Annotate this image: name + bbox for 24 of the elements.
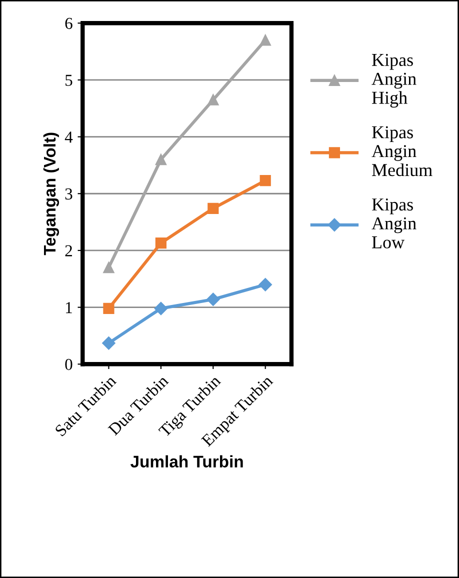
point xyxy=(103,302,114,314)
point xyxy=(208,94,219,106)
point xyxy=(155,154,166,166)
point xyxy=(102,336,116,350)
y-tick-label: 4 xyxy=(64,132,73,143)
point xyxy=(258,278,272,292)
y-tick-label: 5 xyxy=(66,74,72,86)
y-tick-label: 2 xyxy=(65,245,72,256)
legend-label: Kipas Angin Medium xyxy=(372,126,432,176)
y-tick-label: 3 xyxy=(65,188,72,200)
point xyxy=(260,175,271,186)
point xyxy=(155,238,166,249)
y-tick-label: 1 xyxy=(66,302,72,314)
point xyxy=(154,302,168,316)
point xyxy=(103,262,114,274)
y-tick-label: 0 xyxy=(65,358,72,370)
y-tick-label: 6 xyxy=(65,18,72,30)
legend-label: Kipas Angin Low xyxy=(372,198,416,248)
point xyxy=(260,34,271,46)
point xyxy=(208,202,219,214)
point xyxy=(206,292,220,306)
x-axis-title: Jumlah Turbin xyxy=(130,455,243,468)
y-axis-title: Tegangan (Volt) xyxy=(43,132,60,256)
legend-label: Kipas Angin High xyxy=(372,54,416,108)
